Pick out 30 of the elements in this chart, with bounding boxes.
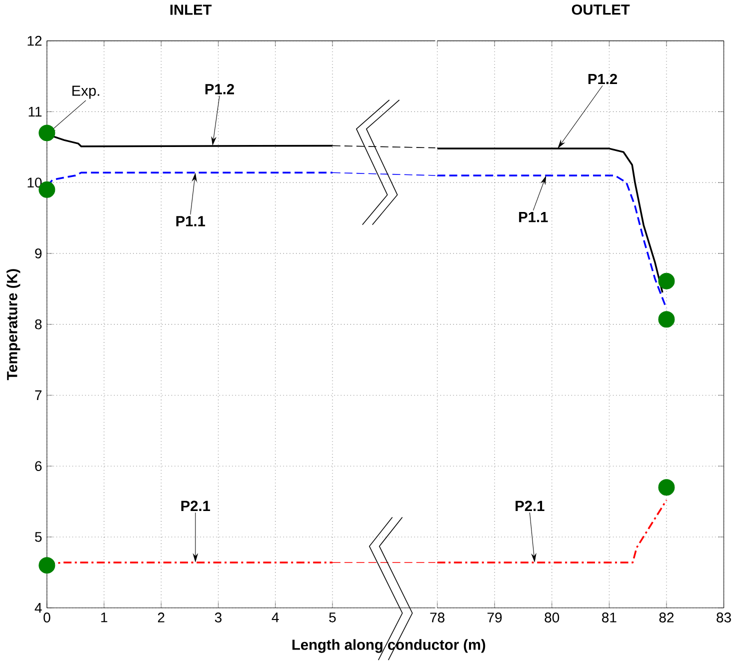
x-tick-label: 5 — [329, 612, 336, 622]
x-tick-label: 78 — [430, 612, 444, 622]
x-tick-label: 83 — [716, 612, 731, 622]
y-tick-label: 5 — [35, 532, 42, 542]
x-tick-label: 0 — [44, 612, 50, 622]
chart-title: INLET — [170, 4, 212, 15]
x-tick-label: 81 — [602, 612, 616, 622]
chart-title: OUTLET — [572, 4, 630, 15]
x-tick-label: 3 — [214, 612, 222, 622]
x-tick-label: 80 — [544, 612, 560, 622]
annotation: P2.1 — [181, 500, 210, 511]
annotation: P1.1 — [519, 212, 548, 222]
y-axis-title: Temperature (K) — [6, 269, 20, 380]
annotation: P1.2 — [205, 84, 234, 94]
annotation: P1.2 — [588, 74, 618, 84]
y-tick-label: 6 — [35, 461, 42, 472]
x-tick-label: 1 — [101, 612, 108, 622]
x-tick-label: 4 — [272, 612, 279, 622]
y-tick-label: 4 — [34, 603, 42, 613]
annotation: P2.1 — [516, 500, 544, 511]
annotation: Exp. — [72, 86, 100, 99]
x-tick-label: 2 — [158, 612, 164, 622]
x-tick-label: 79 — [488, 612, 502, 622]
y-tick-label: 7 — [35, 390, 42, 400]
y-tick-label: 11 — [28, 106, 42, 116]
x-tick-label: 82 — [659, 612, 674, 622]
y-tick-label: 9 — [35, 248, 42, 258]
annotation: P1.1 — [176, 216, 206, 226]
y-tick-label: 8 — [35, 319, 42, 330]
y-tick-label: 12 — [28, 36, 42, 46]
